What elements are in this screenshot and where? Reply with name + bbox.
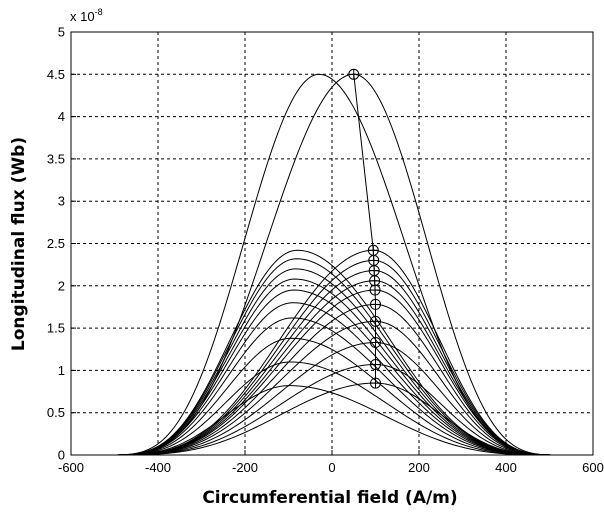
peak-marker xyxy=(368,254,380,266)
y-tick-label: 3.5 xyxy=(47,151,65,166)
flux-curve xyxy=(105,363,563,456)
x-tick-label: 0 xyxy=(328,460,335,475)
y-tick-label: 0 xyxy=(58,448,65,463)
y-tick-label: 4 xyxy=(58,109,65,124)
peak-markers xyxy=(348,68,381,389)
curves xyxy=(105,73,563,456)
flux-curve xyxy=(105,73,563,456)
flux-curve xyxy=(105,382,563,456)
y-tick-label: 1 xyxy=(58,363,65,378)
flux-curve xyxy=(105,320,563,456)
x-tick-label: -200 xyxy=(232,460,258,475)
x-tick-label: -600 xyxy=(58,460,84,475)
peak-marker xyxy=(369,275,381,287)
flux-curve xyxy=(105,317,563,456)
peak-marker xyxy=(369,284,381,296)
peak-marker xyxy=(368,265,380,277)
peak-marker xyxy=(370,377,381,389)
x-axis-ticks: -600 -400 -200 0 200 400 600 xyxy=(58,450,604,475)
y-tick-label: 0.5 xyxy=(47,405,65,420)
flux-curve xyxy=(105,249,563,456)
y-tick-label: 5 xyxy=(58,25,65,40)
y-exponent-base: x 10 xyxy=(70,9,95,24)
flux-curve xyxy=(105,278,563,456)
x-tick-label: 600 xyxy=(582,460,604,475)
flux-curve xyxy=(105,361,563,456)
y-axis-ticks: 0 0.5 1 1.5 2 2.5 3 3.5 4 4.5 5 xyxy=(47,25,76,463)
flux-curve xyxy=(105,303,563,456)
peak-marker xyxy=(370,336,381,348)
y-axis-label: Longitudinal flux (Wb) xyxy=(9,137,29,351)
x-tick-label: 200 xyxy=(408,460,430,475)
peak-marker xyxy=(370,298,381,310)
flux-curve xyxy=(105,73,563,456)
flux-curve xyxy=(105,337,563,456)
peak-marker xyxy=(367,244,379,256)
flux-curve xyxy=(105,258,563,456)
grid xyxy=(71,32,593,455)
x-axis-label: Circumferential field (A/m) xyxy=(202,488,457,508)
y-exponent-power: -8 xyxy=(95,7,103,17)
flux-curve xyxy=(105,385,563,456)
flux-curve xyxy=(105,341,563,456)
x-tick-label: -400 xyxy=(145,460,171,475)
y-exponent-label: x 10-8 xyxy=(70,7,103,24)
flux-curve xyxy=(105,270,563,456)
y-tick-label: 2.5 xyxy=(47,236,65,251)
y-tick-label: 3 xyxy=(58,194,65,209)
flux-curve xyxy=(105,268,563,456)
peak-marker xyxy=(370,315,381,327)
peak-marker xyxy=(370,358,381,370)
flux-curve xyxy=(105,289,563,456)
flux-curve xyxy=(105,302,563,456)
peak-marker xyxy=(348,68,360,80)
x-tick-label: 400 xyxy=(495,460,517,475)
flux-curve xyxy=(105,259,563,456)
y-tick-label: 1.5 xyxy=(47,321,65,336)
y-tick-label: 2 xyxy=(58,278,65,293)
y-tick-label: 4.5 xyxy=(47,67,65,82)
